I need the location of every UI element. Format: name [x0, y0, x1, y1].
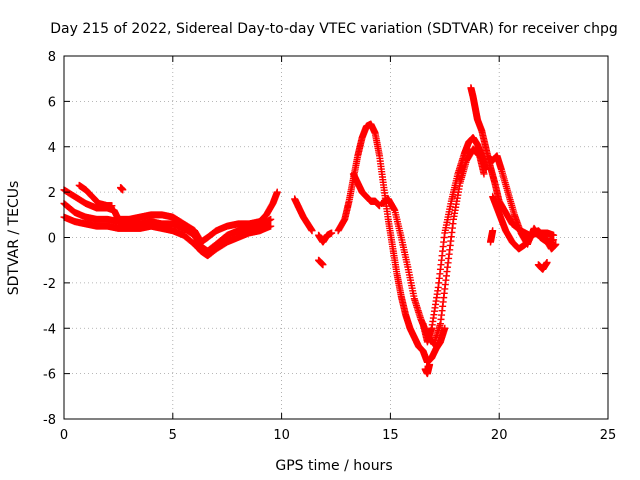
data-point — [550, 236, 558, 244]
y-tick-label: 6 — [48, 95, 56, 110]
data-point — [119, 186, 127, 194]
data-point — [267, 215, 275, 223]
y-tick-label: 4 — [48, 141, 56, 156]
y-tick-label: -4 — [43, 322, 56, 337]
grid — [64, 56, 608, 419]
series-s4 — [75, 181, 116, 210]
series-s9 — [334, 120, 449, 366]
data-point — [108, 202, 116, 210]
data-points — [60, 84, 560, 378]
data-point — [543, 258, 551, 266]
chart-title: Day 215 of 2022, Sidereal Day-to-day VTE… — [50, 21, 618, 37]
y-axis-label: SDTVAR / TECUs — [6, 181, 22, 296]
series-s18 — [486, 227, 497, 246]
axis-ticks: 0 5 10 15 20 25 -8 -6 -4 -2 0 2 4 6 8 — [43, 50, 616, 443]
data-point — [308, 227, 316, 235]
series-s2 — [60, 199, 275, 255]
y-tick-label: 8 — [48, 50, 56, 65]
data-point — [489, 227, 497, 235]
data-point — [552, 240, 560, 248]
y-tick-label: -6 — [43, 368, 56, 383]
x-tick-label: 25 — [600, 428, 617, 443]
data-point — [426, 361, 434, 369]
data-point — [273, 188, 281, 196]
data-point — [328, 229, 336, 237]
data-point — [267, 222, 275, 230]
series-s17 — [534, 258, 551, 273]
data-point — [441, 324, 449, 332]
series-s8 — [315, 256, 327, 269]
x-tick-label: 20 — [491, 428, 508, 443]
x-tick-label: 0 — [60, 428, 68, 443]
series-s7 — [315, 229, 336, 246]
series-s14 — [467, 84, 558, 239]
y-tick-label: 0 — [48, 232, 56, 247]
y-tick-label: -8 — [43, 413, 56, 428]
x-tick-label: 5 — [169, 428, 177, 443]
series-s16 — [489, 193, 560, 253]
x-tick-label: 15 — [382, 428, 399, 443]
series-s13 — [421, 361, 434, 378]
series-s6 — [291, 195, 316, 235]
series-s12 — [419, 134, 490, 346]
series-s10 — [349, 170, 384, 210]
x-axis-label: GPS time / hours — [275, 458, 392, 474]
series-s3 — [60, 213, 275, 260]
x-tick-label: 10 — [273, 428, 290, 443]
y-tick-label: -2 — [43, 277, 56, 292]
y-tick-label: 2 — [48, 186, 56, 201]
data-point — [319, 261, 327, 269]
series-s5 — [117, 184, 127, 194]
data-point — [480, 170, 488, 178]
